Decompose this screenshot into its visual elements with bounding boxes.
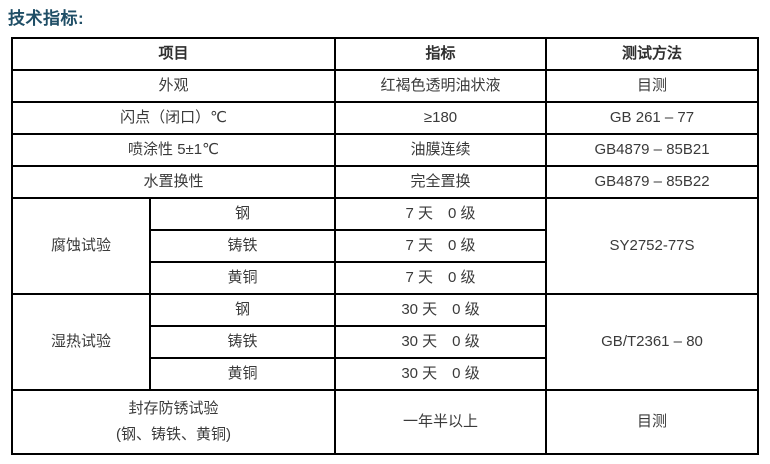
table-row-corrosion-cast-iron: 铸铁 7 天 0 级 — [12, 229, 758, 263]
page-title: 技术指标: — [8, 9, 85, 28]
material-label: 钢 — [148, 293, 337, 327]
cell-spec: 30 天 0 级 — [334, 357, 548, 391]
cell-method-damp-heat: GB/T2361 – 80 — [545, 293, 760, 391]
cell-method-corrosion: SY2752-77S — [545, 197, 760, 295]
group-label-damp-heat: 湿热试验 — [11, 293, 151, 391]
table-row-sprayability: 喷涂性 5±1℃ 油膜连续 GB4879 – 85B21 — [10, 133, 760, 167]
cell-spec: 油膜连续 — [334, 133, 548, 167]
cell-method: GB 261 – 77 — [545, 101, 760, 135]
cell-item-line2: (钢、铸铁、黄铜) — [116, 426, 231, 443]
cell-method: GB4879 – 85B21 — [545, 133, 760, 167]
col-header-method: 测试方法 — [545, 37, 760, 71]
cell-method: GB4879 – 85B22 — [545, 165, 760, 199]
cell-method: 目测 — [545, 389, 760, 455]
table-row-damp-heat-cast-iron: 铸铁 30 天 0 级 — [12, 325, 758, 359]
material-label: 黄铜 — [148, 357, 337, 391]
table-row-water-displacement: 水置换性 完全置换 GB4879 – 85B22 — [10, 165, 760, 199]
table-row-corrosion-steel: 腐蚀试验 钢 7 天 0 级 SY2752-77S — [11, 197, 760, 295]
table-row-damp-heat-brass: 黄铜 30 天 0 级 — [12, 357, 758, 391]
table-header-row: 项目 指标 测试方法 — [10, 37, 760, 71]
cell-item: 闪点（闭口）℃ — [10, 101, 337, 135]
material-label: 铸铁 — [148, 229, 337, 263]
material-label: 钢 — [148, 197, 337, 231]
cell-item: 外观 — [10, 69, 337, 103]
material-label: 铸铁 — [148, 325, 337, 359]
cell-spec: 30 天 0 级 — [334, 293, 548, 327]
cell-spec: 7 天 0 级 — [334, 261, 548, 295]
table-row-appearance: 外观 红褐色透明油状液 目测 — [10, 69, 760, 103]
group-label-corrosion: 腐蚀试验 — [11, 197, 151, 295]
cell-spec: 完全置换 — [334, 165, 548, 199]
technical-spec-table: 项目 指标 测试方法 外观 红褐色透明油状液 目测 闪点（闭口）℃ ≥180 G… — [10, 37, 760, 455]
cell-spec: ≥180 — [334, 101, 548, 135]
table-row-corrosion-brass: 黄铜 7 天 0 级 — [12, 261, 758, 295]
cell-spec: 红褐色透明油状液 — [334, 69, 548, 103]
cell-spec: 一年半以上 — [334, 389, 548, 455]
cell-spec: 7 天 0 级 — [334, 229, 548, 263]
material-label: 黄铜 — [148, 261, 337, 295]
col-header-spec: 指标 — [334, 37, 548, 71]
cell-method: 目测 — [545, 69, 760, 103]
cell-spec: 30 天 0 级 — [334, 325, 548, 359]
table-row-damp-heat-steel: 湿热试验 钢 30 天 0 级 GB/T2361 – 80 — [11, 293, 760, 391]
cell-item: 喷涂性 5±1℃ — [10, 133, 337, 167]
table-row-flash-point: 闪点（闭口）℃ ≥180 GB 261 – 77 — [10, 101, 760, 135]
table-row-sealed-rust-prevention: 封存防锈试验 (钢、铸铁、黄铜) 一年半以上 目测 — [10, 389, 760, 455]
col-header-item: 项目 — [10, 37, 337, 71]
cell-item-line1: 封存防锈试验 — [128, 400, 219, 417]
cell-item: 封存防锈试验 (钢、铸铁、黄铜) — [10, 389, 337, 455]
cell-spec: 7 天 0 级 — [334, 197, 548, 231]
cell-item: 水置换性 — [10, 165, 337, 199]
